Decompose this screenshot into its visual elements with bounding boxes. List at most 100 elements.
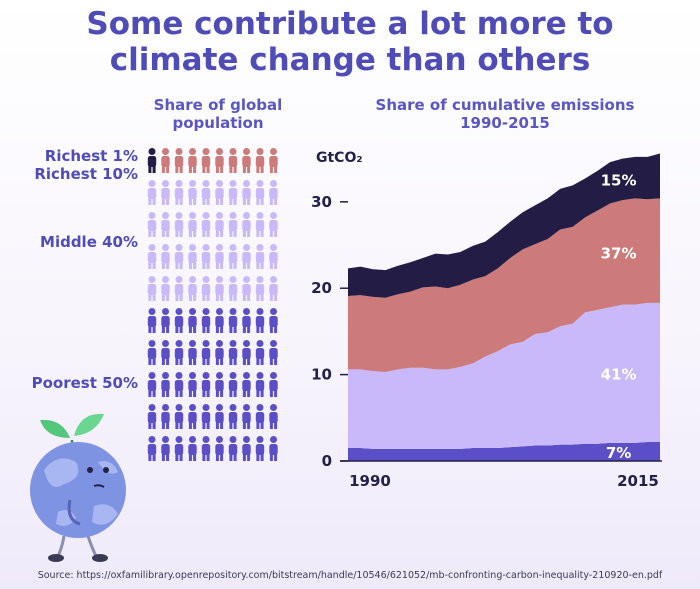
person-icon-richest10 [161,148,170,173]
population-subtitle: Share of global population [138,96,298,132]
person-icon-poorest50 [201,436,211,461]
person-icon-poorest50 [161,340,170,365]
person-icon-poorest50 [215,308,224,333]
person-icon-middle40 [269,276,278,301]
person-icon-poorest50 [188,404,197,429]
person-icon-poorest50 [228,308,238,333]
area-poorest-50--0 [348,441,660,461]
y-tick-label: 30 [311,193,332,211]
person-icon-poorest50 [255,340,265,365]
person-icon-middle40 [188,212,197,237]
person-icon-poorest50 [188,436,197,461]
person-icon-middle40 [255,276,265,301]
person-icon-poorest50 [215,372,224,397]
person-icon-poorest50 [147,372,157,397]
person-icon-middle40 [147,276,157,301]
chart-title: Some contribute a lot more to climate ch… [0,6,700,78]
person-icon-poorest50 [228,372,238,397]
emissions-subtitle-line-1: Share of cumulative emissions [375,96,635,114]
person-icon-poorest50 [174,340,184,365]
person-icon-middle40 [228,212,238,237]
source-note: Source: https://oxfamilibrary.openreposi… [37,570,663,581]
person-icon-poorest50 [228,436,238,461]
person-icon-poorest50 [255,404,265,429]
person-icon-richest10 [188,148,197,173]
person-icon-middle40 [228,244,238,269]
share-label-middle-40-: 41% [601,366,637,384]
person-icon-poorest50 [228,340,238,365]
y-tick-label: 10 [311,366,332,384]
person-icon-poorest50 [242,436,251,461]
person-icon-poorest50 [174,308,184,333]
person-icon-poorest50 [255,436,265,461]
person-icon-middle40 [174,276,184,301]
y-axis-label: GtCO₂ [316,150,363,166]
population-subtitle-line-2: population [172,114,264,132]
label-middle-40: Middle 40% [40,233,138,251]
person-icon-middle40 [161,244,170,269]
person-icon-poorest50 [242,372,251,397]
person-icon-richest10 [269,148,278,173]
person-icon-middle40 [147,244,157,269]
person-icon-poorest50 [147,340,157,365]
area-richest-1--4 [348,153,660,298]
person-icon-middle40 [228,276,238,301]
person-icon-richest1 [147,148,157,173]
person-icon-middle40 [255,244,265,269]
person-icon-richest10 [228,148,238,173]
person-icon-middle40 [269,212,278,237]
person-icon-poorest50 [255,308,265,333]
person-icon-middle40 [188,244,197,269]
x-tick-label: 2015 [617,472,659,490]
person-icon-middle40 [174,212,184,237]
person-icon-poorest50 [161,404,170,429]
person-icon-richest10 [174,148,184,173]
person-icon-poorest50 [269,404,278,429]
person-icon-middle40 [161,276,170,301]
person-icon-poorest50 [201,340,211,365]
x-tick-label: 1990 [349,472,391,490]
person-icon-poorest50 [188,340,197,365]
y-tick-label: 20 [311,279,332,297]
share-label-richest-10-: 37% [601,244,637,262]
person-icon-middle40 [201,276,211,301]
area-middle-40--1 [348,302,660,449]
person-icon-poorest50 [255,372,265,397]
person-icon-poorest50 [201,308,211,333]
person-icon-poorest50 [147,404,157,429]
person-icon-middle40 [201,244,211,269]
person-icon-middle40 [188,276,197,301]
person-icon-middle40 [201,212,211,237]
person-icon-middle40 [215,276,224,301]
person-icon-middle40 [201,180,211,205]
person-icon-poorest50 [161,308,170,333]
person-icon-poorest50 [188,308,197,333]
person-icon-middle40 [269,244,278,269]
person-icon-middle40 [188,180,197,205]
share-label-richest-1-: 15% [601,171,637,189]
person-icon-poorest50 [269,340,278,365]
person-icon-middle40 [242,276,251,301]
person-icon-poorest50 [174,436,184,461]
person-icon-middle40 [215,244,224,269]
share-label-poorest-50-: 7% [606,444,631,462]
person-icon-poorest50 [161,436,170,461]
person-icon-poorest50 [174,404,184,429]
person-icon-middle40 [147,180,157,205]
area-richest-10--3 [348,198,660,373]
person-icon-middle40 [242,180,251,205]
population-subtitle-line-1: Share of global [153,96,283,114]
person-icon-poorest50 [269,436,278,461]
person-icon-richest10 [255,148,265,173]
person-icon-middle40 [242,212,251,237]
person-icon-middle40 [228,180,238,205]
person-icon-middle40 [255,180,265,205]
person-icon-middle40 [161,180,170,205]
label-poorest-50: Poorest 50% [31,374,138,392]
person-icon-poorest50 [228,404,238,429]
title-line-2: climate change than others [109,42,591,78]
person-icon-poorest50 [242,404,251,429]
person-icon-middle40 [215,180,224,205]
